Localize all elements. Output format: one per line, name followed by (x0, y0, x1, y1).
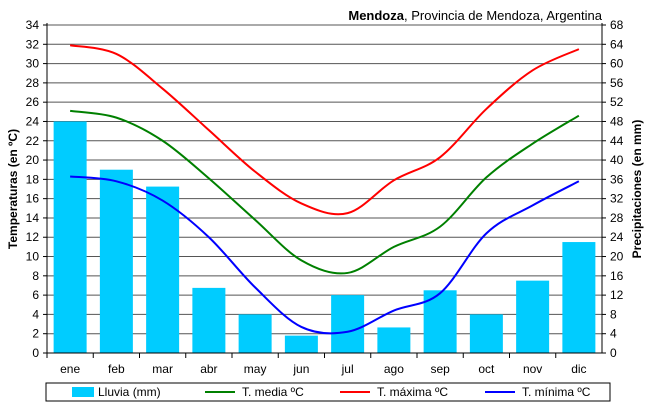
y-tick-label-left: 14 (26, 211, 40, 225)
y-tick-label-right: 68 (610, 18, 624, 32)
y-tick-label-left: 16 (26, 192, 40, 206)
y-tick-label-right: 56 (610, 76, 624, 90)
y-tick-label-right: 52 (610, 95, 624, 109)
y-tick-label-left: 6 (32, 288, 39, 302)
line-series-0 (69, 109, 580, 275)
y-tick-label-right: 28 (610, 211, 624, 225)
bar-lluvia (53, 121, 87, 354)
y-tick-label-right: 20 (610, 250, 624, 264)
y-tick-label-left: 28 (26, 76, 40, 90)
x-tick-label: sep (430, 362, 450, 376)
y-tick-label-left: 24 (26, 114, 40, 128)
legend-label-lluvia: Lluvia (mm) (98, 385, 161, 399)
bar-lluvia (516, 280, 550, 353)
x-tick-label: jun (292, 362, 309, 376)
bar-lluvia (331, 295, 365, 353)
chart-title: Mendoza, Provincia de Mendoza, Argentina (348, 8, 602, 23)
y-tick-label-right: 64 (610, 37, 624, 51)
y-tick-label-left: 34 (26, 18, 40, 32)
x-tick-label: ago (384, 362, 404, 376)
y-tick-label-right: 8 (610, 307, 617, 321)
y-tick-label-left: 4 (32, 307, 39, 321)
bar-lluvia (192, 287, 226, 353)
y-axis-left-label: Temperaturas (en ºC) (6, 129, 20, 249)
y-tick-label-right: 16 (610, 269, 624, 283)
x-tick-label: jul (341, 362, 354, 376)
bar-lluvia (284, 335, 318, 353)
bar-lluvia (377, 327, 411, 353)
y-tick-label-right: 40 (610, 153, 624, 167)
y-tick-label-left: 2 (32, 327, 39, 341)
x-tick-label: mar (152, 362, 173, 376)
legend-swatch-lluvia (72, 387, 94, 397)
y-tick-label-left: 20 (26, 153, 40, 167)
bar-lluvia (469, 314, 503, 353)
bar-lluvia (238, 314, 272, 353)
bar-lluvia (562, 242, 596, 353)
y-tick-label-right: 32 (610, 192, 624, 206)
legend-box (45, 382, 611, 402)
x-tick-label: feb (108, 362, 125, 376)
y-tick-label-left: 26 (26, 95, 40, 109)
line-series-1 (69, 44, 580, 216)
x-tick-label: oct (478, 362, 495, 376)
y-tick-label-right: 24 (610, 230, 624, 244)
legend-label-0: T. media ºC (242, 385, 304, 399)
y-tick-label-left: 8 (32, 269, 39, 283)
y-tick-label-right: 12 (610, 288, 624, 302)
x-tick-label: ene (60, 362, 80, 376)
line-series-2 (70, 175, 580, 335)
y-tick-label-left: 10 (26, 250, 40, 264)
y-tick-label-left: 30 (26, 57, 40, 71)
x-tick-label: dic (571, 362, 586, 376)
y-tick-label-right: 4 (610, 327, 617, 341)
y-axis-right-label: Precipitaciones (en mm) (630, 120, 644, 259)
x-tick-label: may (244, 362, 267, 376)
y-tick-label-left: 32 (26, 37, 40, 51)
y-tick-label-right: 60 (610, 57, 624, 71)
y-tick-label-right: 48 (610, 114, 624, 128)
legend-label-1: T. máxima ºC (377, 385, 448, 399)
y-tick-label-left: 0 (32, 346, 39, 360)
y-tick-label-left: 22 (26, 134, 40, 148)
y-tick-label-left: 18 (26, 172, 40, 186)
y-tick-label-left: 12 (26, 230, 40, 244)
y-tick-label-right: 44 (610, 134, 624, 148)
x-tick-label: nov (523, 362, 542, 376)
legend-label-2: T. mínima ºC (522, 385, 591, 399)
bar-lluvia (99, 169, 133, 353)
y-tick-label-right: 36 (610, 172, 624, 186)
bar-lluvia (146, 186, 180, 353)
x-tick-label: abr (200, 362, 217, 376)
y-tick-label-right: 0 (610, 346, 617, 360)
